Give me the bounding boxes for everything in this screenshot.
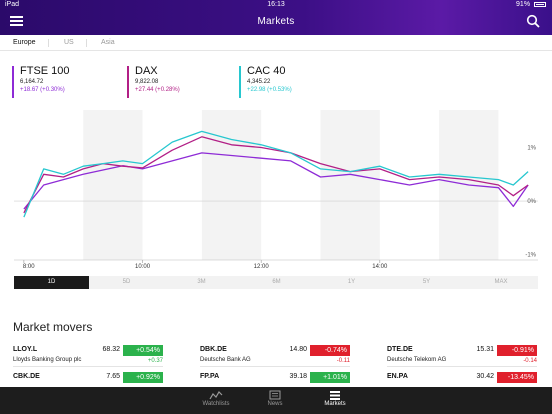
index-change: +27.44 (+0.28%) — [135, 87, 180, 93]
tab-us[interactable]: US — [64, 39, 74, 46]
mover-price: 30.42 — [476, 373, 494, 380]
mover-change-percent: -0.91% — [497, 345, 537, 356]
series-line-ftse-100 — [23, 152, 529, 210]
range-1d[interactable]: 1D — [14, 276, 89, 289]
y-tick-label: -1% — [525, 253, 536, 259]
tab-europe[interactable]: Europe — [13, 39, 36, 46]
search-icon[interactable] — [526, 14, 540, 28]
section-title-market-movers: Market movers — [13, 320, 93, 334]
chart-band — [320, 110, 380, 260]
range-5y[interactable]: 5Y — [422, 279, 431, 285]
tab-label: Markets — [324, 401, 346, 407]
mover-symbol: DBK.DE — [200, 346, 227, 353]
chart-band — [83, 110, 143, 260]
x-tick-label: 8:00 — [23, 264, 35, 270]
range-6m[interactable]: 6M — [272, 279, 281, 285]
range-1y[interactable]: 1Y — [347, 279, 356, 285]
index-change: +22.98 (+0.53%) — [247, 87, 292, 93]
index-card-dax[interactable]: DAX 9,822.08 +27.44 (+0.28%) — [127, 66, 180, 98]
region-tabs: Europe US Asia — [0, 35, 552, 51]
battery-percent: 91% — [516, 1, 531, 8]
battery-status: 91% — [516, 1, 546, 8]
tab-markets[interactable]: Markets — [305, 387, 365, 414]
mover-change-percent: -0.74% — [310, 345, 350, 356]
device-label: iPad — [5, 1, 20, 8]
menu-icon[interactable] — [10, 16, 23, 26]
range-3m[interactable]: 3M — [197, 279, 206, 285]
mover-change-percent: +0.54% — [123, 345, 163, 356]
mover-symbol: EN.PA — [387, 373, 408, 380]
tab-asia[interactable]: Asia — [101, 39, 115, 46]
markets-icon — [330, 391, 340, 400]
app-header: iPad 16:13 91% Markets — [0, 0, 552, 35]
index-card-cac[interactable]: CAC 40 4,345.22 +22.98 (+0.53%) — [239, 66, 292, 98]
index-name: DAX — [135, 65, 158, 77]
divider — [48, 39, 49, 47]
news-icon — [269, 390, 281, 400]
series-line-cac-40 — [23, 130, 529, 218]
mover-name: Deutsche Telekom AG — [387, 357, 447, 363]
mover-price: 7.65 — [106, 373, 120, 380]
mover-symbol: FP.PA — [200, 373, 220, 380]
mover-name: Lloyds Banking Group plc — [13, 357, 82, 363]
mover-row[interactable]: LLOY.L Lloyds Banking Group plc 68.32 +0.54… — [13, 345, 163, 367]
x-tick-label: 14:00 — [372, 264, 388, 270]
index-price: 4,345.22 — [247, 79, 271, 85]
mover-price: 39.18 — [289, 373, 307, 380]
range-max[interactable]: MAX — [494, 279, 508, 285]
tab-label: News — [267, 401, 283, 407]
index-card-ftse[interactable]: FTSE 100 6,164.72 +18.67 (+0.30%) — [12, 66, 70, 98]
mover-name: Deutsche Bank AG — [200, 357, 251, 363]
page-title: Markets — [257, 16, 295, 27]
x-tick-label: 12:00 — [254, 264, 270, 270]
index-change: +18.67 (+0.30%) — [20, 87, 65, 93]
mover-price: 14.80 — [289, 346, 307, 353]
mover-change-value: -0.11 — [336, 358, 350, 364]
chart-band — [201, 110, 262, 260]
status-time: 16:13 — [267, 1, 285, 8]
watchlist-icon — [209, 391, 223, 400]
mover-change-value: -0.14 — [523, 358, 537, 364]
mover-change-percent: -13.45% — [497, 372, 537, 383]
bottom-tab-bar: Watchlists News Markets — [0, 387, 552, 414]
index-price: 9,822.08 — [135, 79, 159, 85]
tab-label: Watchlists — [202, 401, 230, 407]
y-tick-label: 0% — [527, 199, 536, 205]
x-tick-label: 10:00 — [135, 264, 151, 270]
mover-row[interactable]: DBK.DE Deutsche Bank AG 14.80 -0.74% -0.11 — [200, 345, 350, 367]
divider — [86, 39, 87, 47]
tab-watchlists[interactable]: Watchlists — [186, 387, 246, 414]
index-price: 6,164.72 — [20, 79, 44, 85]
mover-symbol: LLOY.L — [13, 346, 38, 353]
mover-symbol: DTE.DE — [387, 346, 413, 353]
mover-change-value: +0.37 — [147, 358, 163, 364]
battery-icon — [534, 1, 546, 7]
mover-symbol: CBK.DE — [13, 373, 40, 380]
y-tick-label: 1% — [527, 146, 536, 152]
range-5d[interactable]: 5D — [122, 279, 131, 285]
status-bar: iPad 16:13 91% — [0, 0, 552, 10]
series-line-dax — [23, 136, 529, 214]
index-name: FTSE 100 — [20, 65, 70, 77]
index-name: CAC 40 — [247, 65, 286, 77]
mover-change-percent: +1.01% — [310, 372, 350, 383]
mover-price: 68.32 — [102, 346, 120, 353]
mover-price: 15.31 — [476, 346, 494, 353]
tab-news[interactable]: News — [245, 387, 305, 414]
intraday-chart[interactable]: 1% 0% -1% 8:00 10:00 12:00 14:00 — [0, 110, 552, 272]
range-selector: 1D 5D 3M 6M 1Y 5Y MAX — [14, 276, 538, 289]
mover-row[interactable]: DTE.DE Deutsche Telekom AG 15.31 -0.91% -0.1… — [387, 345, 537, 367]
mover-change-percent: +0.92% — [123, 372, 163, 383]
